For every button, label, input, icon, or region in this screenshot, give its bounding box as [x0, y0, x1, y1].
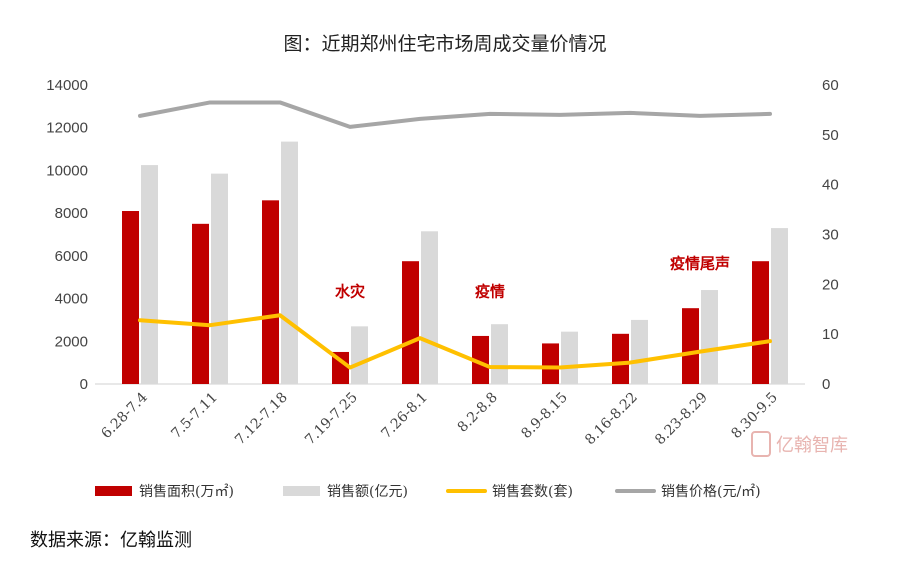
bar-sales-area	[262, 200, 279, 384]
bar-sales-area	[402, 261, 419, 384]
y-left-tick-label: 4000	[55, 291, 88, 308]
y-axis-left: 0 2000 4000 6000 8000 10000 12000 14000	[46, 77, 88, 393]
line-sales-units	[138, 313, 772, 370]
bar-sales-area	[332, 351, 349, 384]
bar-sales-amount	[491, 324, 508, 384]
line-sales-price	[138, 100, 772, 129]
x-tick-label: 8.16-8.22	[582, 390, 641, 449]
annotations: 水灾 疫情 疫情尾声	[335, 255, 730, 301]
bar-sales-area	[542, 343, 559, 384]
legend-swatch	[283, 486, 320, 496]
bar-sales-area	[682, 308, 699, 384]
lines	[138, 100, 772, 370]
bar-sales-area	[472, 335, 489, 384]
x-tick-label: 7.26-8.1	[378, 390, 430, 442]
legend-label: 销售面积(万㎡)	[139, 484, 234, 500]
y-left-tick-label: 14000	[46, 77, 88, 94]
bar-sales-area	[192, 223, 209, 384]
bar-sales-area	[612, 333, 629, 384]
bar-sales-amount	[771, 228, 788, 384]
x-tick-label: 6.28-7.4	[98, 389, 151, 442]
bar-sales-amount	[421, 231, 438, 384]
chart-title: 图：近期郑州住宅市场周成交量价情况	[283, 33, 606, 55]
bar-sales-amount	[281, 141, 298, 384]
bar-sales-amount	[631, 319, 648, 384]
y-left-tick-label: 0	[80, 376, 88, 393]
x-tick-label: 8.30-9.5	[728, 390, 780, 442]
bar-sales-amount	[211, 173, 228, 384]
x-tick-label: 8.9-8.15	[518, 390, 570, 442]
annotation-label: 疫情尾声	[670, 255, 730, 273]
y-axis-right: 0 10 20 30 40 50 60	[822, 77, 839, 393]
x-axis: 6.28-7.4 7.5-7.11 7.12-7.18 7.19-7.25 7.26-8…	[98, 389, 780, 448]
legend-label: 销售额(亿元)	[327, 484, 408, 500]
bar-sales-amount	[141, 165, 158, 384]
bar-sales-area	[122, 211, 139, 384]
bar-sales-amount	[561, 331, 578, 384]
annotation-label: 水灾	[335, 282, 366, 300]
x-tick-label: 7.5-7.11	[168, 390, 220, 442]
watermark-text: 亿翰智库	[776, 435, 848, 456]
y-left-tick-label: 12000	[46, 120, 88, 137]
legend: 销售面积(万㎡) 销售额(亿元) 销售套数(套) 销售价格(元/㎡)	[95, 484, 761, 500]
y-left-tick-label: 2000	[55, 333, 88, 350]
bars	[122, 141, 788, 384]
x-tick-label: 7.12-7.18	[232, 390, 291, 449]
y-left-tick-label: 6000	[55, 248, 88, 265]
y-left-tick-label: 8000	[55, 205, 88, 222]
legend-swatch	[95, 486, 132, 496]
y-right-tick-label: 60	[822, 77, 839, 94]
bar-sales-area	[752, 261, 769, 384]
watermark-logo: 亿翰智库	[751, 431, 848, 457]
y-right-tick-label: 50	[822, 127, 839, 144]
legend-label: 销售套数(套)	[492, 484, 573, 500]
y-left-tick-label: 10000	[46, 162, 88, 179]
x-tick-label: 7.19-7.25	[302, 390, 361, 449]
y-right-tick-label: 30	[822, 227, 839, 244]
y-right-tick-label: 40	[822, 177, 839, 194]
legend-label: 销售价格(元/㎡)	[661, 484, 761, 500]
x-tick-label: 8.2-8.8	[455, 390, 501, 436]
x-tick-label: 8.23-8.29	[652, 390, 711, 449]
annotation-label: 疫情	[475, 282, 505, 300]
watermark-icon	[751, 431, 771, 457]
y-right-tick-label: 10	[822, 326, 839, 343]
y-right-tick-label: 0	[822, 376, 830, 393]
y-right-tick-label: 20	[822, 276, 839, 293]
bar-sales-amount	[701, 290, 718, 384]
bar-sales-amount	[351, 326, 368, 384]
source-note: 数据来源：亿翰监测	[30, 530, 192, 551]
